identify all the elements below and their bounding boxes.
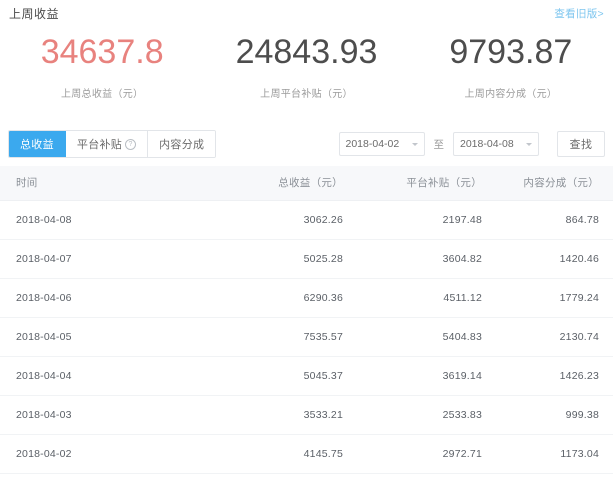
cell-subsidy: 3604.82: [357, 239, 504, 279]
cell-total: 3062.26: [214, 200, 357, 240]
tab-total-earnings[interactable]: 总收益: [9, 131, 66, 157]
cell-subsidy: 2972.71: [357, 434, 504, 474]
cell-subsidy: 2533.83: [357, 395, 504, 435]
cell-share: 1779.24: [504, 278, 613, 318]
cell-total: 4145.75: [214, 434, 357, 474]
end-date-value: 2018-04-08: [460, 138, 514, 150]
cell-share: 999.38: [504, 395, 613, 435]
date-range-separator: 至: [433, 138, 445, 151]
cell-subsidy: 3619.14: [357, 356, 504, 396]
cell-total: 3533.21: [214, 395, 357, 435]
kpi-summary: 34637.8 上周总收益（元） 24843.93 上周平台补贴（元） 9793…: [0, 26, 613, 122]
cell-share: 2130.74: [504, 317, 613, 357]
kpi-total-earnings: 34637.8 上周总收益（元）: [0, 30, 204, 122]
cell-total: 5045.37: [214, 356, 357, 396]
cell-share: 864.78: [504, 200, 613, 240]
chevron-down-icon: [526, 142, 532, 146]
end-date-input[interactable]: 2018-04-08: [453, 132, 539, 156]
earnings-table: 时间 总收益（元） 平台补贴（元） 内容分成（元） 2018-04-08 306…: [0, 166, 613, 474]
legacy-version-link[interactable]: 查看旧版>: [554, 7, 604, 20]
table-header-row: 时间 总收益（元） 平台补贴（元） 内容分成（元）: [0, 166, 613, 201]
table-row[interactable]: 2018-04-03 3533.21 2533.83 999.38: [0, 395, 613, 435]
kpi-value: 34637.8: [40, 33, 164, 71]
start-date-value: 2018-04-02: [345, 138, 400, 150]
column-header-total: 总收益（元）: [214, 166, 357, 201]
kpi-label: 上周平台补贴（元）: [260, 89, 353, 100]
page-title: 上周收益: [9, 6, 60, 21]
cell-share: 1173.04: [504, 434, 613, 474]
help-icon[interactable]: ?: [125, 138, 137, 150]
tab-label: 总收益: [20, 139, 54, 151]
search-button[interactable]: 查找: [557, 131, 605, 157]
table-row[interactable]: 2018-04-04 5045.37 3619.14 1426.23: [0, 356, 613, 396]
table-row[interactable]: 2018-04-06 6290.36 4511.12 1779.24: [0, 278, 613, 318]
kpi-label: 上周内容分成（元）: [464, 89, 558, 100]
cell-date: 2018-04-08: [0, 200, 214, 240]
cell-date: 2018-04-03: [0, 395, 214, 435]
tab-platform-subsidy[interactable]: 平台补贴 ?: [65, 131, 149, 157]
table-row[interactable]: 2018-04-07 5025.28 3604.82 1420.46: [0, 239, 613, 279]
filter-toolbar: 总收益 平台补贴 ? 内容分成 2018-04-02 至 2018-04-08 …: [0, 122, 613, 166]
cell-total: 6290.36: [214, 278, 357, 318]
table-row[interactable]: 2018-04-05 7535.57 5404.83 2130.74: [0, 317, 613, 357]
cell-date: 2018-04-05: [0, 317, 214, 357]
tab-label: 平台补贴: [76, 139, 123, 151]
chevron-down-icon: [411, 142, 418, 146]
cell-date: 2018-04-07: [0, 239, 214, 279]
cell-subsidy: 4511.12: [357, 278, 504, 318]
table-body: 2018-04-08 3062.26 2197.48 864.78 2018-0…: [0, 200, 613, 474]
cell-total: 5025.28: [214, 239, 357, 279]
column-header-time: 时间: [0, 166, 214, 201]
kpi-content-share: 9793.87 上周内容分成（元）: [409, 30, 613, 122]
column-header-subsidy: 平台补贴（元）: [357, 166, 504, 201]
kpi-platform-subsidy: 24843.93 上周平台补贴（元）: [204, 30, 408, 122]
tab-content-share[interactable]: 内容分成: [148, 131, 216, 157]
cell-total: 7535.57: [214, 317, 357, 357]
cell-date: 2018-04-02: [0, 434, 214, 474]
start-date-input[interactable]: 2018-04-02: [338, 132, 425, 156]
cell-subsidy: 2197.48: [357, 200, 504, 240]
cell-share: 1420.46: [504, 239, 613, 279]
kpi-value: 24843.93: [235, 33, 378, 71]
kpi-label: 上周总收益（元）: [60, 89, 144, 100]
table-row[interactable]: 2018-04-02 4145.75 2972.71 1173.04: [0, 434, 613, 474]
kpi-value: 9793.87: [449, 33, 573, 71]
cell-subsidy: 5404.83: [357, 317, 504, 357]
tab-label: 内容分成: [159, 139, 205, 151]
cell-date: 2018-04-06: [0, 278, 214, 318]
metric-tabs: 总收益 平台补贴 ? 内容分成: [8, 130, 217, 158]
table-header: 时间 总收益（元） 平台补贴（元） 内容分成（元）: [0, 166, 613, 201]
date-range-picker: 2018-04-02 至 2018-04-08 查找: [338, 131, 605, 157]
page-header: 上周收益 查看旧版>: [0, 0, 613, 26]
table-row[interactable]: 2018-04-08 3062.26 2197.48 864.78: [0, 200, 613, 240]
column-header-share: 内容分成（元）: [504, 166, 613, 201]
cell-share: 1426.23: [504, 356, 613, 396]
cell-date: 2018-04-04: [0, 356, 214, 396]
